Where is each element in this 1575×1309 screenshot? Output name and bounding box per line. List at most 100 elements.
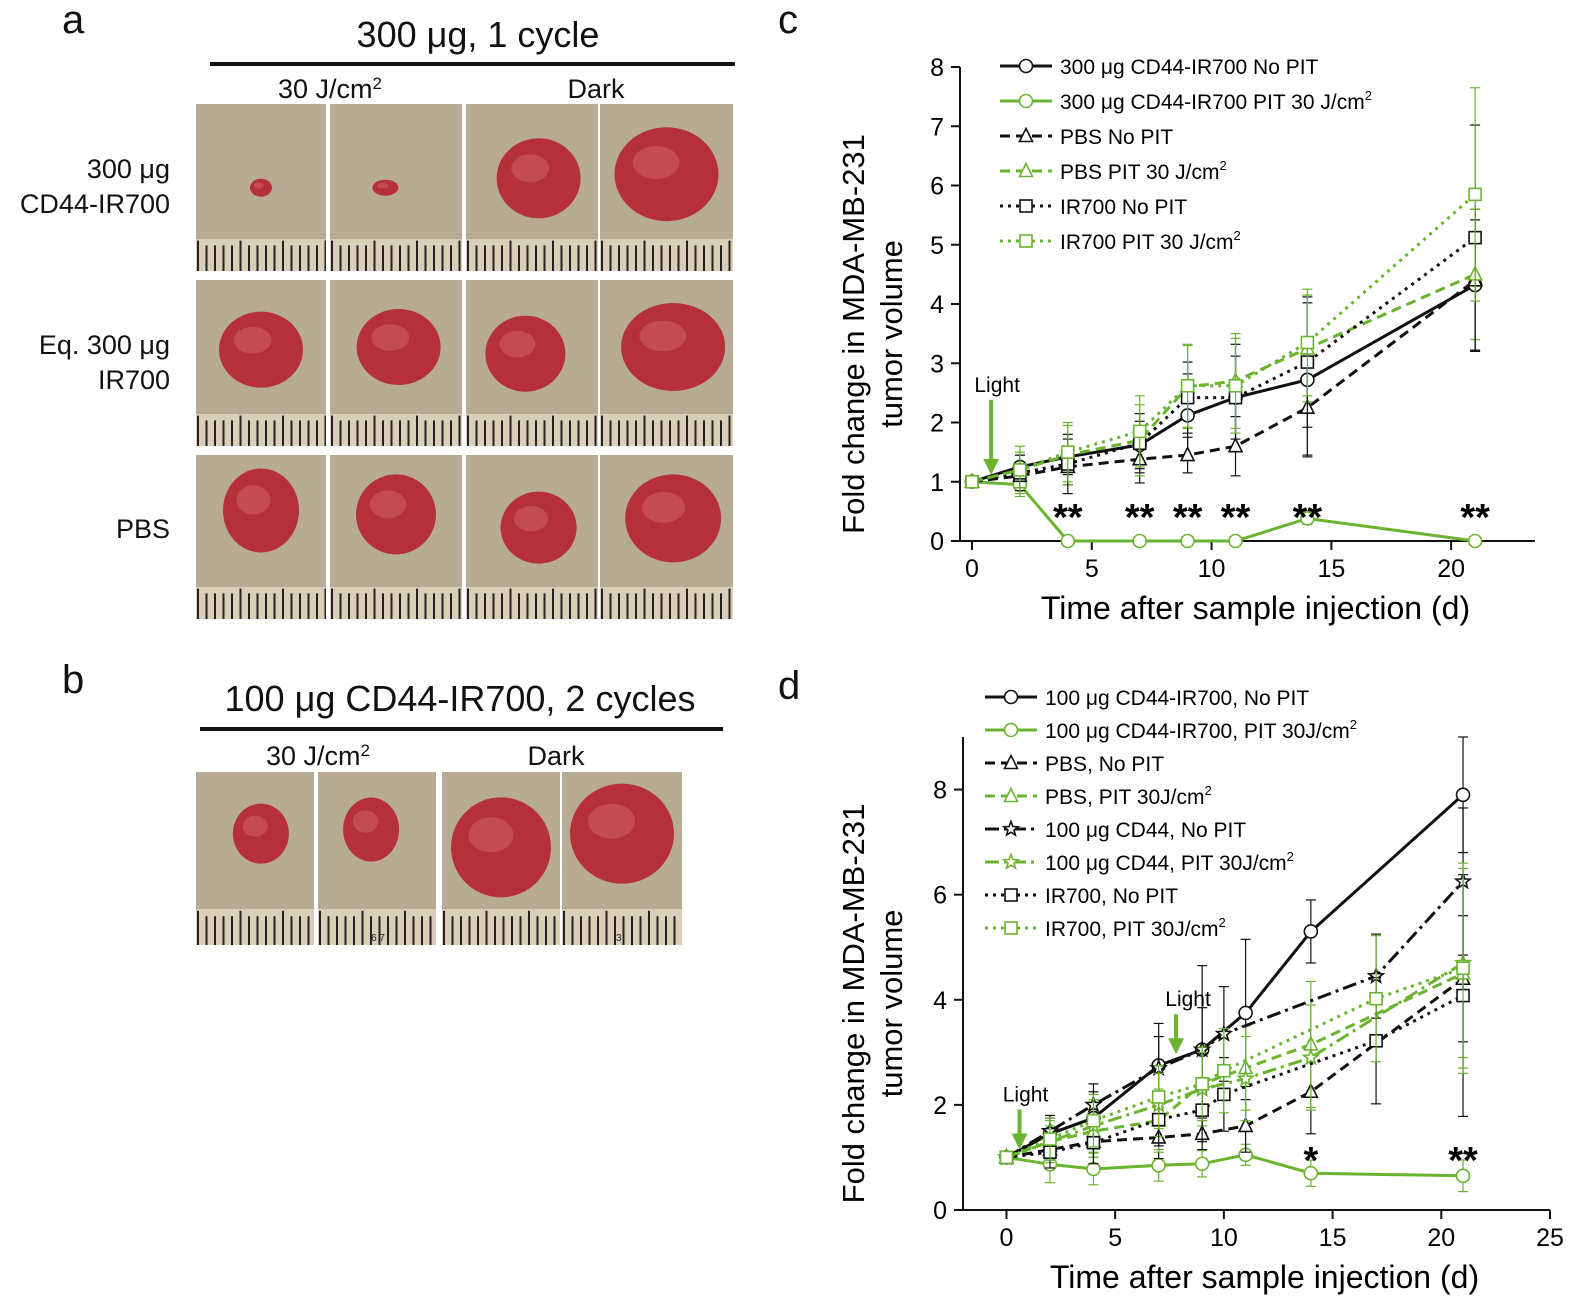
x-tick-label: 25: [1536, 1224, 1564, 1252]
tumor-photo-a-r1-c3: [466, 104, 598, 271]
tumor-photo-b-c1: [196, 772, 314, 945]
tumor-photo-a-r1-c1: [196, 104, 326, 271]
y-axis-title-line1: Fold change in MDA-MB-231: [836, 804, 871, 1204]
data-point: [1227, 436, 1244, 453]
y-tick-label: 8: [930, 54, 944, 82]
series-line: [1006, 1153, 1464, 1178]
tumor-photo-a-r2-c3: [466, 280, 598, 446]
tumor-photo-a-r2-c4: [600, 280, 733, 446]
data-point: [1228, 533, 1243, 549]
panel-a-row-label-1: 300 μg CD44-IR700: [19, 154, 170, 220]
panel-b-col-dark: Dark: [527, 741, 585, 771]
legend-entry-8: IR700, PIT 30J/cm2: [985, 915, 1226, 941]
tumor-specimen: [219, 311, 303, 388]
light-annotation: Light: [1003, 1083, 1049, 1150]
legend-entry-5: IR700 No PIT: [1000, 196, 1187, 219]
significance-marker: **: [1221, 497, 1251, 539]
y-axis-title-line1: Fold change in MDA-MB-231: [836, 134, 871, 534]
data-point: [1301, 1047, 1321, 1066]
data-point: [1195, 1077, 1209, 1091]
light-annotation: Light: [974, 374, 1020, 475]
legend-entry-1: 300 μg CD44-IR700 No PIT: [1000, 56, 1319, 79]
legend-label: IR700 No PIT: [1060, 196, 1187, 219]
data-point: [1217, 1063, 1231, 1078]
legend-marker: [1018, 126, 1034, 143]
data-point: [1456, 961, 1470, 976]
x-tick-label: 10: [1210, 1224, 1238, 1252]
legend-entry-1: 100 μg CD44-IR700, No PIT: [985, 687, 1309, 710]
data-point: [1238, 1005, 1253, 1021]
series-line: [971, 480, 1476, 543]
data-point: [1132, 533, 1147, 549]
series-line: [1005, 793, 1465, 1159]
legend-marker: [1019, 199, 1033, 213]
data-point: [1236, 1068, 1256, 1087]
legend-label: IR700, PIT 30J/cm2: [1045, 915, 1226, 941]
significance-marker: **: [1448, 1140, 1478, 1182]
legend-marker: [1018, 161, 1034, 178]
tumor-specimen: [570, 783, 674, 884]
series-line: [971, 279, 1477, 484]
tumor-specimen: [250, 178, 272, 197]
light-label: Light: [1003, 1083, 1049, 1106]
panel-a-row-label-3: PBS: [115, 514, 170, 544]
y-tick-label: 6: [933, 882, 947, 910]
series-2: [999, 1143, 1471, 1193]
legend-entry-7: IR700, No PIT: [985, 885, 1178, 908]
series-5: [965, 124, 1482, 495]
x-tick-label: 0: [965, 555, 979, 583]
data-point: [1061, 445, 1075, 459]
x-axis-title: Time after sample injection (d): [1050, 1259, 1479, 1295]
tumor-photo-a-r2-c1: [196, 280, 326, 446]
tumor-specimen: [500, 491, 577, 564]
series-line: [1005, 966, 1464, 1159]
legend-entry-4: PBS PIT 30 J/cm2: [1000, 158, 1227, 184]
data-point: [1013, 463, 1027, 477]
data-point: [1369, 991, 1383, 1006]
panel-d-letter: d: [778, 664, 801, 708]
tumor-specimen: [451, 797, 551, 898]
light-annotation: Light: [1165, 988, 1211, 1055]
y-tick-label: 0: [930, 528, 944, 556]
series-line: [971, 193, 1477, 484]
legend-label: 100 μg CD44-IR700, PIT 30J/cm2: [1045, 717, 1357, 743]
legend-marker: [1001, 819, 1021, 837]
panel-a-title: 300 μg, 1 cycle: [356, 14, 600, 55]
light-arrow-head: [1011, 1133, 1028, 1150]
legend-marker: [1004, 888, 1018, 902]
tumor-specimen: [496, 138, 581, 219]
data-point: [1468, 187, 1482, 202]
legend-marker: [1018, 58, 1034, 74]
tumor-photo-a-r3-c4: [600, 455, 733, 619]
legend-label: 300 μg CD44-IR700 PIT 30 J/cm2: [1060, 88, 1372, 114]
data-point: [1086, 1113, 1101, 1128]
y-tick-label: 4: [930, 291, 944, 319]
legend-marker: [1003, 689, 1019, 705]
data-point: [1151, 1090, 1166, 1104]
y-axis-title-line2: tumor volume: [874, 910, 909, 1098]
series-8: [999, 862, 1470, 1165]
legend-marker: [1003, 753, 1019, 770]
panel-b-title-rule: [200, 727, 723, 731]
significance-marker: **: [1125, 497, 1155, 539]
x-tick-label: 15: [1319, 1224, 1347, 1252]
series-line: [1006, 977, 1464, 1159]
tumor-photo-a-r1-c4: [600, 104, 733, 271]
data-point: [1043, 1132, 1057, 1146]
legend-marker: [1001, 852, 1021, 870]
data-point: [1151, 1158, 1166, 1173]
series-line: [971, 273, 1476, 484]
tumor-specimen: [223, 468, 299, 553]
panel-b-col-light: 30 J/cm2: [266, 741, 370, 771]
data-point: [1237, 1116, 1254, 1133]
x-tick-label: 15: [1317, 555, 1345, 583]
light-arrow-head: [983, 458, 1000, 475]
series-line: [971, 283, 1476, 484]
significance-marker: **: [1173, 497, 1203, 539]
tumor-photo-a-r2-c2: [330, 280, 462, 446]
series-line: [1005, 961, 1464, 1159]
legend-entry-3: PBS, No PIT: [985, 753, 1164, 776]
tumor-specimen: [485, 315, 566, 392]
tumor-photo-b-c3: [442, 772, 560, 945]
y-tick-label: 4: [933, 987, 947, 1015]
